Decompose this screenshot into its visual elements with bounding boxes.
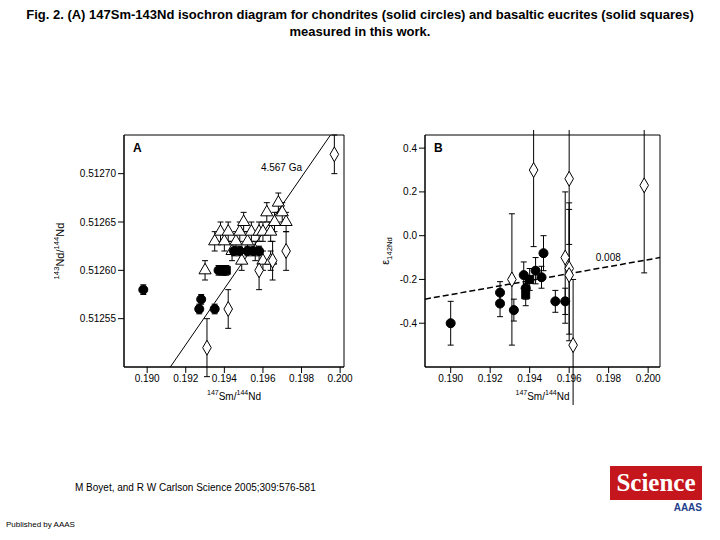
svg-text:0.194: 0.194 (517, 373, 542, 384)
svg-text:-0.2: -0.2 (400, 274, 418, 285)
svg-text:0.51260: 0.51260 (80, 265, 117, 276)
svg-text:0.196: 0.196 (557, 373, 582, 384)
svg-text:0.0: 0.0 (403, 230, 417, 241)
svg-text:0.4: 0.4 (403, 143, 417, 154)
svg-text:0.192: 0.192 (173, 373, 198, 384)
svg-text:0.008: 0.008 (596, 252, 621, 263)
html-text:B: B (434, 141, 443, 155)
html-text:Science: Science (616, 469, 696, 496)
svg-text:0.190: 0.190 (438, 373, 463, 384)
svg-text:0.190: 0.190 (135, 373, 160, 384)
svg-text:147Sm/144Nd: 147Sm/144Nd (207, 389, 261, 402)
svg-text:0.192: 0.192 (478, 373, 503, 384)
svg-text:-0.4: -0.4 (400, 318, 418, 329)
html-text:Published by AAAS: Published by AAAS (6, 520, 75, 529)
svg-text:0.196: 0.196 (250, 373, 275, 384)
svg-text:4.567 Ga: 4.567 Ga (261, 162, 303, 173)
svg-text:0.194: 0.194 (212, 373, 237, 384)
svg-text:0.200: 0.200 (636, 373, 661, 384)
svg-text:0.200: 0.200 (328, 373, 353, 384)
svg-text:0.198: 0.198 (289, 373, 314, 384)
html-text:AAAS: AAAS (673, 502, 702, 513)
svg-text:0.51270: 0.51270 (80, 168, 117, 179)
html-text:A: A (133, 141, 142, 155)
svg-text:0.51265: 0.51265 (80, 217, 117, 228)
svg-text:0.198: 0.198 (596, 373, 621, 384)
html-text:M Boyet, and R W Carlson Scien: M Boyet, and R W Carlson Science 2005;30… (75, 482, 316, 493)
svg-text:0.51255: 0.51255 (80, 313, 117, 324)
html-text:Fig. 2. (A) 147Sm-143Nd isochr: Fig. 2. (A) 147Sm-143Nd isochron diagram… (26, 7, 694, 39)
svg-text:0.2: 0.2 (403, 186, 417, 197)
svg-text:147Sm/144Nd: 147Sm/144Nd (516, 389, 570, 402)
svg-text:ε142Nd: ε142Nd (379, 237, 394, 265)
svg-text:143Nd/144Nd: 143Nd/144Nd (54, 223, 66, 280)
